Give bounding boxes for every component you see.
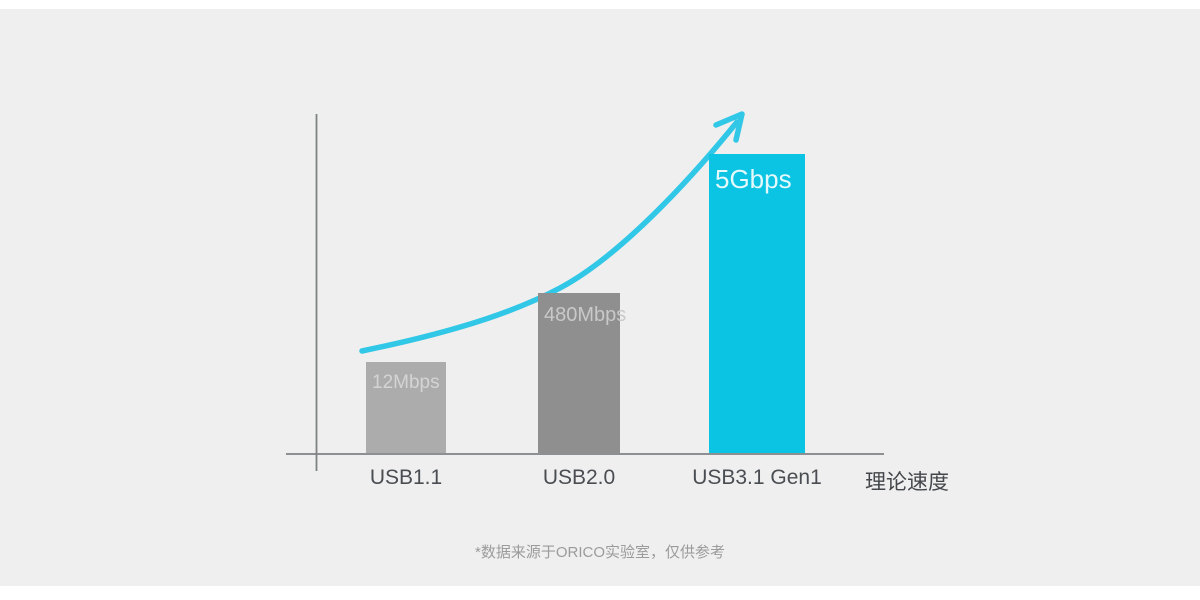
x-tick-label-usb1-1: USB1.1: [369, 466, 443, 489]
bar-usb1-1: 12Mbps: [366, 362, 446, 453]
bar-value-label-usb3-1-gen1: 5Gbps: [715, 164, 792, 194]
bar-usb2-0: 480Mbps: [538, 293, 627, 453]
x-axis-title: 理论速度: [865, 471, 949, 494]
growth-arrow-curve: [359, 119, 740, 354]
bar-value-label-usb2-0: 480Mbps: [544, 304, 627, 326]
x-tick-label-usb3-1-gen1: USB3.1 Gen1: [692, 466, 822, 489]
growth-arrow-head-icon: [713, 111, 745, 143]
x-tick-label-usb2-0: USB2.0: [542, 466, 616, 489]
footnote-text: *数据来源于ORICO实验室，仅供参考: [474, 544, 725, 561]
bar-value-label-usb1-1: 12Mbps: [372, 372, 440, 393]
bar-usb3-1-gen1: 5Gbps: [709, 154, 805, 453]
